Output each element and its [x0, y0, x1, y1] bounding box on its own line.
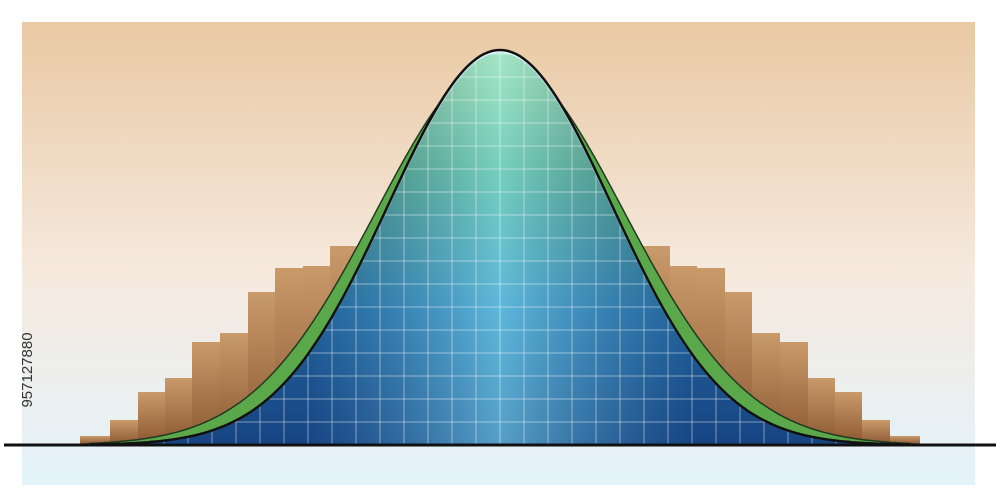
bell-outline [20, 48, 980, 447]
bar [80, 436, 110, 445]
bar [890, 436, 920, 445]
watermark-id: 957127880 [19, 332, 36, 407]
bell-highlight [20, 52, 980, 445]
